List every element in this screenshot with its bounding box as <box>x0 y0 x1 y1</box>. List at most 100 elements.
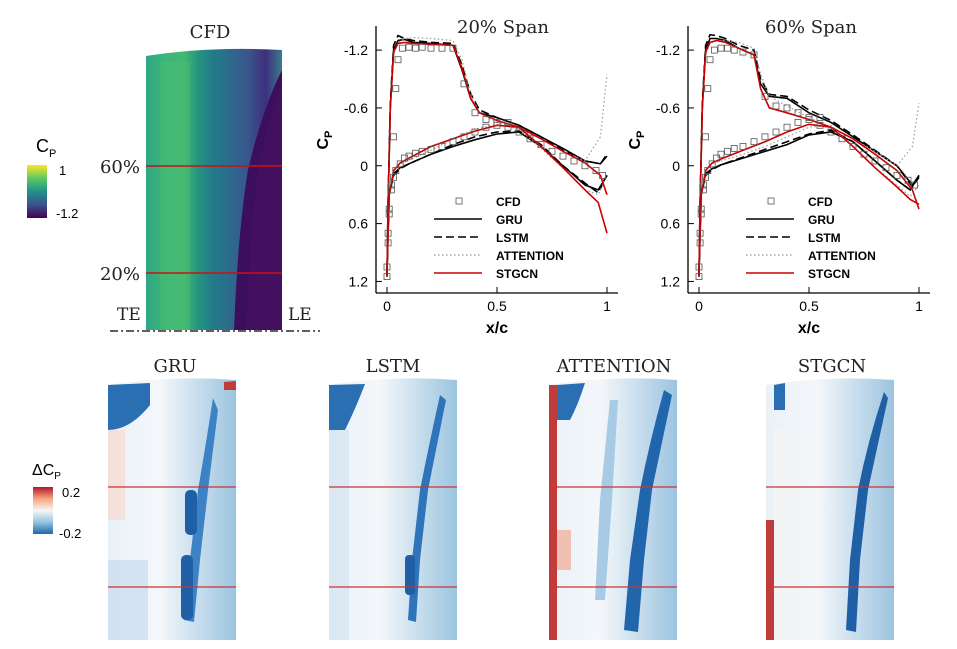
cfd-marker <box>548 147 556 155</box>
cfd-marker <box>396 160 404 168</box>
cfd-marker <box>772 128 780 136</box>
cfd-marker <box>392 85 400 93</box>
y-tick-label: -0.6 <box>656 100 680 116</box>
cfd-marker <box>592 167 600 174</box>
error-panel-gru: GRU <box>108 356 236 640</box>
y-axis-label: CP <box>315 131 335 150</box>
cfd-marker <box>827 128 835 136</box>
cfd-marker <box>412 149 420 157</box>
cfd-panel-title: CFD <box>190 22 231 43</box>
cfd-marker <box>438 143 446 150</box>
error-colorbar-max: 0.2 <box>62 485 80 500</box>
y-tick-label: -1.2 <box>656 42 680 58</box>
cfd-marker <box>700 186 707 194</box>
cfd-marker <box>526 135 534 143</box>
cfd-marker <box>418 43 426 51</box>
cfd-marker <box>706 56 714 64</box>
cfd-marker <box>730 46 738 54</box>
cfd-marker <box>427 145 435 153</box>
error-panel-lstm: LSTM <box>329 356 457 640</box>
cfd-marker <box>394 56 402 64</box>
cfd-marker <box>387 181 395 189</box>
cfd-marker <box>904 176 912 184</box>
cfd-marker <box>816 121 824 129</box>
error-panel-title: STGCN <box>798 356 866 377</box>
cp-chart-20-span: 20% Span -1.2 -0.6 0 0.6 1.2 0 0.5 1 x/c CP CFD GRU L… <box>315 17 618 337</box>
error-panel-attention: ATTENTION <box>549 356 677 640</box>
cfd-contour-plot <box>146 48 282 330</box>
cfd-marker <box>405 152 413 160</box>
error-panel-title: GRU <box>153 356 196 377</box>
cfd-marker <box>581 162 589 170</box>
y-tick-label: 0.6 <box>661 216 681 232</box>
cfd-marker <box>700 181 707 189</box>
cfd-marker <box>383 273 391 281</box>
y-tick-label: 1.2 <box>349 273 369 289</box>
series-line-lstm-upper <box>698 33 920 277</box>
cfd-marker <box>449 138 457 146</box>
cfd-marker <box>695 263 703 271</box>
error-colorbar <box>33 487 53 534</box>
chart-title: 60% Span <box>765 17 857 38</box>
cfd-marker <box>570 157 578 165</box>
cfd-marker <box>405 43 413 51</box>
cfd-colorbar-label: CP <box>36 136 56 160</box>
cfd-marker <box>493 121 501 129</box>
series-line-stgcn-lower <box>698 123 920 272</box>
legend-label: LSTM <box>808 231 841 245</box>
cfd-marker <box>713 154 720 162</box>
cfd-marker <box>504 118 512 126</box>
x-axis-label: x/c <box>486 320 508 337</box>
cfd-marker <box>412 44 420 52</box>
series-line-lstm-upper <box>386 34 608 277</box>
cfd-marker <box>418 147 426 155</box>
cfd-marker <box>724 44 731 52</box>
cfd-marker <box>401 154 409 162</box>
cfd-marker <box>390 133 398 141</box>
cfd-marker <box>750 51 758 59</box>
cfd-marker <box>385 205 393 213</box>
cfd-marker <box>911 181 918 189</box>
cfd-marker <box>893 172 901 179</box>
cfd-marker <box>794 109 802 117</box>
chart-title: 20% Span <box>457 17 549 38</box>
te-label: TE <box>117 305 141 325</box>
cfd-marker <box>717 44 725 52</box>
legend-label: CFD <box>808 195 833 209</box>
cfd-marker <box>599 172 606 179</box>
x-axis-label: x/c <box>798 320 820 337</box>
span-label-60: 60% <box>100 157 140 178</box>
series-line-stgcn-upper <box>386 41 608 277</box>
cfd-marker <box>838 135 846 143</box>
cfd-marker <box>708 160 716 168</box>
error-panel-stgcn: STGCN <box>766 356 894 640</box>
cfd-marker <box>460 80 468 88</box>
cfd-marker <box>537 141 545 148</box>
legend-label: ATTENTION <box>496 249 564 263</box>
cfd-marker <box>711 46 718 54</box>
error-panel-title: LSTM <box>366 356 421 377</box>
cfd-marker <box>860 150 868 158</box>
cfd-marker <box>816 114 824 121</box>
series-line-stgcn-lower <box>386 124 608 272</box>
cfd-marker <box>385 210 393 218</box>
cfd-marker <box>384 229 392 237</box>
x-tick-label: 0 <box>383 298 391 314</box>
span-label-20: 20% <box>100 264 140 285</box>
legend-marker-cfd <box>767 197 775 205</box>
cfd-marker <box>696 229 704 237</box>
cfd-marker <box>724 147 731 155</box>
cfd-marker <box>390 173 398 181</box>
legend-label: STGCN <box>808 267 850 281</box>
cfd-marker <box>504 123 512 131</box>
cfd-marker <box>702 173 709 181</box>
cfd-marker <box>739 48 747 56</box>
cfd-marker <box>482 123 490 131</box>
y-tick-label: 0 <box>672 158 680 174</box>
cfd-marker <box>460 133 468 141</box>
cfd-colorbar-max: 1 <box>59 163 66 178</box>
x-tick-label: 0.5 <box>799 298 819 314</box>
cfd-marker <box>783 104 791 112</box>
cfd-marker <box>871 157 879 165</box>
error-colorbar-label: ΔCP <box>32 462 61 482</box>
